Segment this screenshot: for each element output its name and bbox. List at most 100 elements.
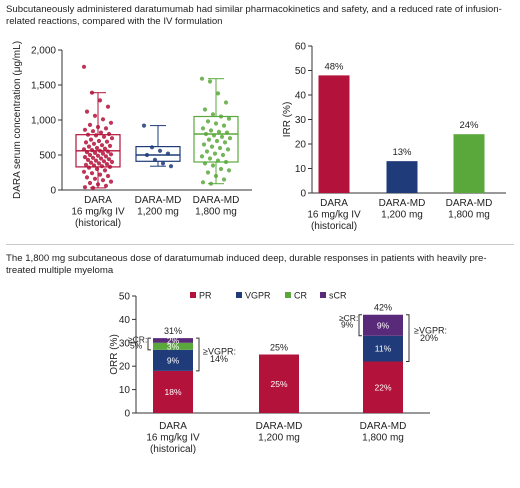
y-axis-title: IRR (%): [282, 102, 293, 138]
data-point: [199, 76, 205, 81]
y-tick-label: 1,500: [31, 81, 56, 92]
data-point: [91, 141, 97, 146]
legend-swatch: [190, 292, 196, 298]
caption-top: Subcutaneously administered daratumumab …: [6, 4, 502, 27]
data-point: [108, 179, 114, 184]
data-point: [212, 151, 218, 156]
data-point: [81, 169, 87, 174]
cr-bracket: [147, 337, 151, 351]
data-point: [88, 160, 94, 165]
x-category-label: 16 mg/kg IV: [307, 210, 361, 221]
data-point: [206, 137, 212, 142]
data-point: [94, 145, 100, 151]
segment-value-label: 9%: [167, 355, 180, 365]
segment-value-label: 22%: [374, 382, 391, 392]
x-category-label: (historical): [75, 218, 121, 229]
data-point: [95, 153, 101, 158]
x-category-label: DARA-MD: [360, 421, 407, 432]
data-point: [165, 151, 171, 156]
data-point: [218, 114, 224, 119]
bar-total-label: 25%: [270, 343, 288, 353]
data-point: [96, 138, 102, 144]
bar: [386, 161, 418, 193]
y-tick-label: 2,000: [31, 46, 56, 57]
data-point: [157, 148, 163, 153]
data-point: [95, 182, 101, 187]
data-point: [217, 145, 223, 151]
data-point: [219, 134, 225, 139]
data-point: [96, 161, 102, 166]
data-point: [209, 144, 215, 149]
bar-value-label: 48%: [324, 61, 344, 72]
legend-swatch: [236, 292, 242, 298]
data-point: [168, 164, 174, 169]
vgpr-bracket: [196, 337, 200, 372]
data-point: [208, 128, 214, 133]
segment-value-label: 25%: [270, 379, 287, 389]
stacked-bar-segment: [153, 370, 193, 413]
x-category-label: DARA-MD: [379, 198, 426, 209]
vgpr-annotation: ≥VGPR:: [203, 347, 236, 357]
bar-value-label: 13%: [392, 147, 412, 158]
data-point: [86, 165, 92, 170]
data-point: [89, 148, 95, 153]
x-category-label: DARA-MD: [193, 195, 240, 206]
y-tick-label: 0: [300, 189, 306, 200]
box: [135, 146, 181, 162]
cr-annotation: ≥CR:: [339, 313, 358, 323]
data-point: [82, 127, 88, 132]
data-point: [160, 161, 166, 166]
section-divider: [6, 244, 514, 245]
segment-value-label: 3%: [167, 341, 180, 351]
x-category-label: 1,200 mg: [258, 433, 300, 444]
data-point: [104, 139, 110, 144]
data-point: [200, 180, 206, 185]
legend-swatch: [285, 292, 291, 298]
data-point: [109, 159, 115, 165]
y-axis-title: DARA serum concentration (μg/mL): [12, 41, 23, 199]
bar-total-label: 42%: [374, 303, 392, 313]
data-point: [210, 163, 216, 168]
y-axis-title: ORR (%): [109, 334, 120, 375]
caption-middle: The 1,800 mg subcutaneous dose of daratu…: [6, 253, 487, 276]
data-point: [83, 162, 89, 167]
data-point: [105, 104, 111, 109]
data-point: [202, 161, 208, 166]
x-category-label: (historical): [311, 221, 357, 232]
cr-annotation: 5%: [130, 340, 143, 350]
data-point: [105, 149, 111, 154]
data-point: [89, 171, 95, 176]
data-point: [226, 168, 232, 173]
x-category-label: DARA: [320, 198, 348, 209]
data-point: [221, 177, 227, 182]
data-point: [208, 181, 214, 186]
data-point: [221, 123, 227, 128]
segment-value-label: 11%: [375, 344, 392, 354]
bar-total-label: 31%: [164, 326, 182, 336]
legend-label: PR: [199, 291, 212, 301]
data-point: [152, 157, 158, 162]
data-point: [205, 170, 211, 175]
x-category-label: 1,800 mg: [448, 210, 490, 221]
y-tick-label: 10: [119, 385, 131, 396]
x-category-label: 1,200 mg: [137, 207, 179, 218]
bar: [318, 75, 350, 193]
y-tick-label: 60: [295, 42, 307, 53]
legend-label: sCR: [329, 291, 347, 301]
data-point: [105, 173, 111, 179]
data-point: [202, 107, 208, 112]
data-point: [101, 134, 107, 139]
data-point: [210, 112, 216, 117]
data-point: [93, 158, 99, 163]
data-point: [89, 90, 95, 95]
data-point: [103, 126, 109, 131]
data-point: [84, 109, 90, 114]
data-point: [97, 98, 103, 103]
data-point: [205, 119, 211, 124]
data-point: [90, 155, 96, 160]
stacked-bar-segment: [259, 354, 299, 413]
y-tick-label: 20: [119, 362, 131, 373]
data-point: [95, 124, 101, 130]
data-point: [91, 163, 97, 168]
